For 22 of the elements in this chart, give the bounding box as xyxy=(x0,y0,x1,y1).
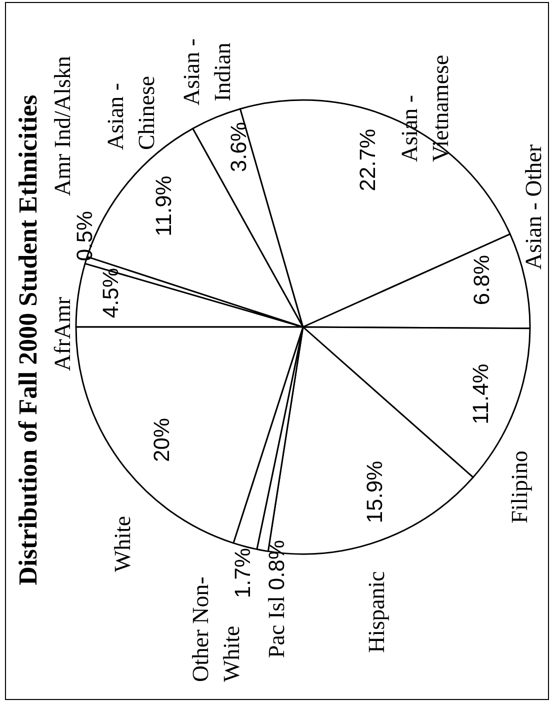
slice-label: Hispanic xyxy=(364,571,390,653)
slice-label: Filipino xyxy=(507,450,532,524)
data-label: 0.8% xyxy=(264,540,290,590)
data-label: 6.8% xyxy=(469,254,494,306)
data-label: 3.6% xyxy=(226,122,252,172)
data-label: 0.5% xyxy=(72,210,98,262)
data-label: 11.4% xyxy=(468,364,494,424)
text: Distribution of Fall 2000 Student Ethnicities xyxy=(14,94,43,586)
data-label: 15.9% xyxy=(362,460,388,524)
slice-label: AfrAmr xyxy=(50,296,76,372)
slice-label: Amr Ind/Alskn xyxy=(50,56,76,196)
data-label: 22.7% xyxy=(355,128,380,192)
data-label: 20% xyxy=(149,418,174,462)
slice-label: White xyxy=(110,516,136,572)
slice-label: Pac Isl xyxy=(264,596,290,658)
data-label: 1.7% xyxy=(230,548,256,598)
data-label: 4.5% xyxy=(98,268,124,318)
slice-label: Asian - Indian xyxy=(179,38,236,106)
data-label: 11.9% xyxy=(151,176,176,236)
slice-label: Asian - Other xyxy=(521,144,546,270)
slice-label: Asian - Chinese xyxy=(103,76,160,150)
slice-label: Asian - Vietnamese xyxy=(397,54,454,162)
